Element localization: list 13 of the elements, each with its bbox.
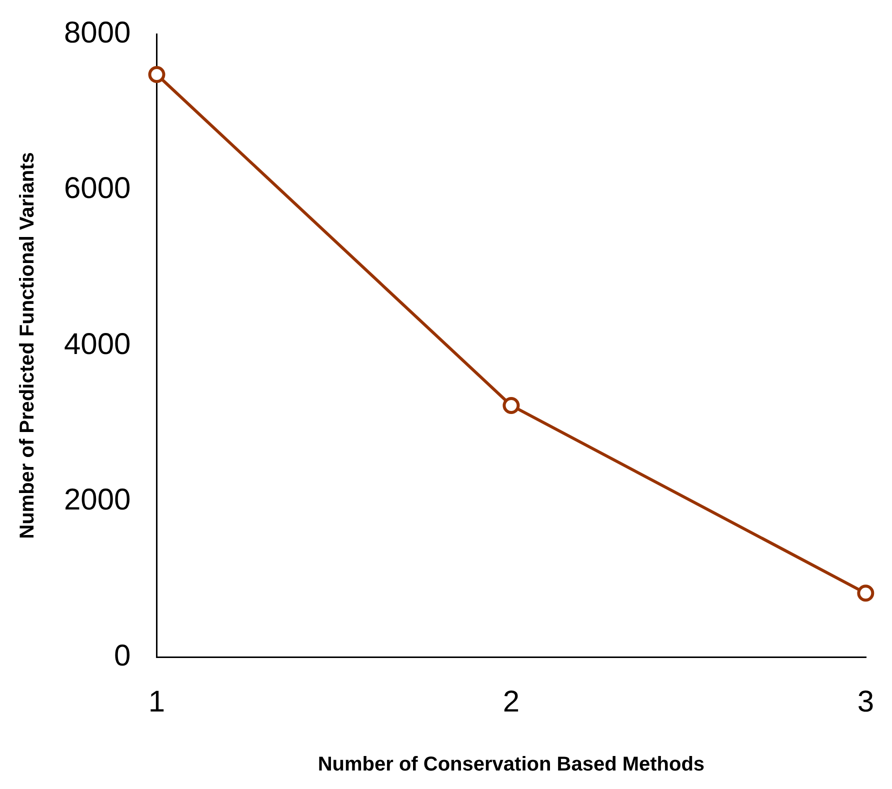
x-tick-label: 1 [148,685,166,718]
y-tick-label: 2000 [64,484,131,517]
y-tick-label: 8000 [64,16,131,50]
point [857,584,874,602]
point [502,396,520,414]
x-tick-label: 2 [502,685,520,718]
y-axis-title: Number of Predicted Functional Variants [16,152,39,539]
y-tick-label: 6000 [64,172,131,206]
y-tick-label: 0 [114,639,131,672]
x-tick-label: 3 [857,685,874,718]
y-tick-label: 4000 [64,328,131,361]
point [148,66,166,83]
x-axis-title: Number of Conservation Based Methods [318,754,705,776]
